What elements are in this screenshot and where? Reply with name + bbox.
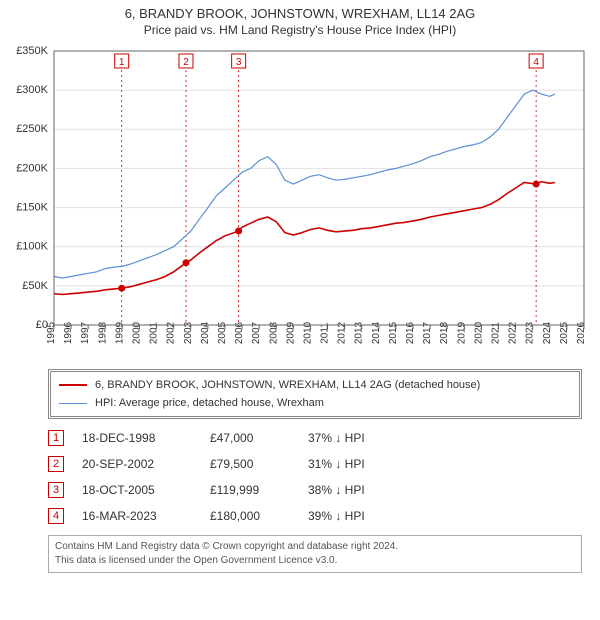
sale-row-date: 18-OCT-2005 — [82, 477, 192, 503]
sale-row-pct: 37% ↓ HPI — [308, 425, 398, 451]
y-tick-label: £50K — [22, 280, 48, 292]
price-chart: £0£50K£100K£150K£200K£250K£300K£350K1995… — [8, 43, 592, 363]
sale-row: 1 18-DEC-1998 £47,000 37% ↓ HPI — [48, 425, 582, 451]
legend-item: HPI: Average price, detached house, Wrex… — [59, 394, 571, 412]
sale-marker-number: 3 — [236, 57, 242, 68]
sale-row-pct: 31% ↓ HPI — [308, 451, 398, 477]
plot-bg — [54, 51, 584, 325]
sale-row-date: 18-DEC-1998 — [82, 425, 192, 451]
legend-label: HPI: Average price, detached house, Wrex… — [95, 394, 324, 412]
sale-row-pct: 39% ↓ HPI — [308, 503, 398, 529]
legend: 6, BRANDY BROOK, JOHNSTOWN, WREXHAM, LL1… — [48, 369, 582, 419]
legend-label: 6, BRANDY BROOK, JOHNSTOWN, WREXHAM, LL1… — [95, 376, 480, 394]
chart-area: £0£50K£100K£150K£200K£250K£300K£350K1995… — [8, 43, 592, 363]
sale-row: 3 18-OCT-2005 £119,999 38% ↓ HPI — [48, 477, 582, 503]
sale-row: 4 16-MAR-2023 £180,000 39% ↓ HPI — [48, 503, 582, 529]
legend-swatch — [59, 384, 87, 386]
footer-line-1: Contains HM Land Registry data © Crown c… — [55, 540, 575, 554]
sale-row-date: 20-SEP-2002 — [82, 451, 192, 477]
sale-marker-number: 4 — [533, 57, 539, 68]
sale-row-price: £180,000 — [210, 503, 290, 529]
sale-row-price: £79,500 — [210, 451, 290, 477]
y-tick-label: £300K — [16, 84, 48, 96]
chart-title: 6, BRANDY BROOK, JOHNSTOWN, WREXHAM, LL1… — [8, 6, 592, 21]
sale-row-marker: 2 — [48, 456, 64, 472]
sale-row: 2 20-SEP-2002 £79,500 31% ↓ HPI — [48, 451, 582, 477]
sale-row-marker: 4 — [48, 508, 64, 524]
page-container: 6, BRANDY BROOK, JOHNSTOWN, WREXHAM, LL1… — [0, 0, 600, 581]
y-tick-label: £350K — [16, 45, 48, 57]
sale-row-marker: 1 — [48, 430, 64, 446]
sale-marker-number: 2 — [183, 57, 189, 68]
footer-attribution: Contains HM Land Registry data © Crown c… — [48, 535, 582, 573]
sale-marker-number: 1 — [119, 57, 125, 68]
y-tick-label: £100K — [16, 241, 48, 253]
sale-row-price: £119,999 — [210, 477, 290, 503]
sale-row-marker: 3 — [48, 482, 64, 498]
legend-item: 6, BRANDY BROOK, JOHNSTOWN, WREXHAM, LL1… — [59, 376, 571, 394]
sale-row-pct: 38% ↓ HPI — [308, 477, 398, 503]
y-tick-label: £250K — [16, 123, 48, 135]
legend-swatch — [59, 403, 87, 404]
sale-row-date: 16-MAR-2023 — [82, 503, 192, 529]
sale-row-price: £47,000 — [210, 425, 290, 451]
y-tick-label: £200K — [16, 162, 48, 174]
chart-subtitle: Price paid vs. HM Land Registry's House … — [8, 23, 592, 37]
y-tick-label: £150K — [16, 201, 48, 213]
sales-table: 1 18-DEC-1998 £47,000 37% ↓ HPI 2 20-SEP-2002… — [48, 425, 582, 529]
footer-line-2: This data is licensed under the Open Gov… — [55, 554, 575, 568]
